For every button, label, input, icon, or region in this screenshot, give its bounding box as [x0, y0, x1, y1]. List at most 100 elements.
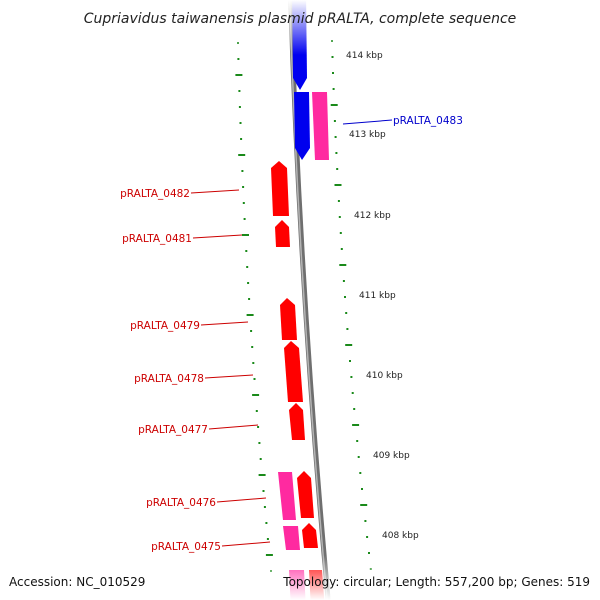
- outer-track-minor-tick: [334, 136, 337, 138]
- outer-track-major-tick: [352, 424, 360, 426]
- outer-track-minor-tick: [336, 168, 339, 170]
- gene-arrow-pralta-0479[interactable]: [280, 298, 297, 340]
- gene-arrow-pralta-0478[interactable]: [284, 341, 303, 402]
- gene-label-pralta-0481[interactable]: pRALTA_0481: [122, 233, 192, 245]
- gene-arrow-pralta-0482[interactable]: [271, 161, 289, 216]
- inner-track-minor-tick: [258, 442, 261, 444]
- inner-track-minor-tick: [247, 282, 250, 284]
- outer-track-minor-tick: [357, 456, 360, 458]
- inner-track-minor-tick: [263, 506, 266, 508]
- tick-label-409: 409 kbp: [373, 451, 410, 461]
- inner-track-major-tick: [258, 474, 266, 476]
- outer-track-minor-tick: [332, 88, 335, 90]
- gene-label-pralta-0476[interactable]: pRALTA_0476: [146, 497, 216, 509]
- tick-label-413: 413 kbp: [349, 130, 386, 140]
- outer-track-minor-tick: [361, 488, 363, 490]
- gene-arrow-pralta-0483-blue[interactable]: [294, 92, 310, 160]
- outer-track-minor-tick: [346, 328, 349, 330]
- inner-track-minor-tick: [246, 266, 249, 268]
- leader-pralta-0477: [208, 424, 259, 430]
- top-fade: [0, 0, 600, 55]
- inner-track-minor-tick: [251, 346, 254, 348]
- inner-track-minor-tick: [265, 522, 268, 524]
- outer-track-major-tick: [334, 184, 342, 186]
- outer-track-minor-tick: [332, 72, 334, 74]
- inner-track-major-tick: [235, 74, 243, 76]
- outer-track-minor-tick: [342, 280, 345, 282]
- outer-track-minor-tick: [339, 232, 342, 234]
- outer-scale-track: 414 kbp 413 kbp 412 kbp 411 kbp 410 kbp …: [330, 40, 419, 570]
- inner-track-minor-tick: [239, 122, 242, 124]
- inner-track-minor-tick: [242, 186, 245, 188]
- accession-text: Accession: NC_010529: [9, 575, 145, 589]
- outer-track-minor-tick: [349, 360, 351, 362]
- leader-pralta-0482: [190, 189, 240, 194]
- plasmid-backbone-highlight: [288, 0, 328, 600]
- gene-arrow-pralta-0476-pink[interactable]: [278, 472, 296, 520]
- gene-arrow-pralta-0475[interactable]: [302, 523, 318, 548]
- outer-track-minor-tick: [351, 392, 354, 394]
- outer-track-major-tick: [345, 344, 353, 346]
- outer-track-minor-tick: [337, 200, 340, 202]
- tick-label-408: 408 kbp: [382, 531, 419, 541]
- inner-track-minor-tick: [253, 378, 256, 380]
- outer-track-minor-tick: [350, 376, 353, 378]
- tick-label-411: 411 kbp: [359, 291, 396, 301]
- outer-track-minor-tick: [359, 472, 362, 474]
- inner-track-major-tick: [242, 234, 249, 236]
- inner-track-minor-tick: [250, 330, 253, 332]
- map-title: Cupriavidus taiwanensis plasmid pRALTA, …: [84, 11, 517, 27]
- gene-label-pralta-0475[interactable]: pRALTA_0475: [151, 541, 221, 553]
- gene-label-pralta-0478[interactable]: pRALTA_0478: [134, 373, 204, 385]
- leader-pralta-0481: [192, 234, 243, 239]
- outer-track-minor-tick: [340, 248, 343, 250]
- tick-label-412: 412 kbp: [354, 211, 391, 221]
- outer-track-minor-tick: [345, 312, 348, 314]
- outer-track-minor-tick: [344, 296, 346, 298]
- tick-label-414: 414 kbp: [346, 51, 383, 61]
- outer-track-minor-tick: [331, 56, 334, 58]
- gene-label-pralta-0483[interactable]: pRALTA_0483: [393, 115, 463, 127]
- outer-track-minor-tick: [368, 552, 370, 554]
- gene-arrow-pralta-0476[interactable]: [297, 471, 314, 518]
- inner-track-minor-tick: [238, 90, 241, 92]
- outer-track-minor-tick: [364, 520, 367, 522]
- gene-label-pralta-0482[interactable]: pRALTA_0482: [120, 188, 190, 200]
- inner-track-major-tick: [246, 314, 254, 316]
- gene-arrow-pralta-0477[interactable]: [289, 403, 305, 440]
- outer-track-major-tick: [330, 104, 338, 106]
- gene-label-pralta-0477[interactable]: pRALTA_0477: [138, 424, 208, 436]
- gene-label-pralta-0479[interactable]: pRALTA_0479: [130, 320, 200, 332]
- gene-arrow-pralta-0483[interactable]: [312, 92, 329, 160]
- leader-pralta-0479: [200, 321, 249, 326]
- inner-track-minor-tick: [248, 298, 251, 300]
- inner-track-minor-tick: [255, 410, 258, 412]
- inner-track-minor-tick: [257, 426, 260, 428]
- inner-track-minor-tick: [266, 538, 269, 540]
- inner-track-minor-tick: [243, 218, 246, 220]
- leader-pralta-0483: [342, 119, 393, 125]
- inner-track-major-tick: [252, 394, 260, 396]
- gene-arrow-pralta-0475-pink[interactable]: [283, 526, 300, 550]
- topology-text: Topology: circular; Length: 557,200 bp; …: [282, 575, 590, 589]
- gene-labels: pRALTA_0483 pRALTA_0482 pRALTA_0481 pRAL…: [120, 115, 463, 553]
- leader-pralta-0475: [221, 541, 271, 547]
- outer-track-major-tick: [339, 264, 347, 266]
- outer-track-minor-tick: [353, 408, 356, 410]
- inner-scale-track: [235, 42, 273, 572]
- bottom-fade: [0, 555, 600, 600]
- outer-track-minor-tick: [335, 152, 338, 154]
- inner-track-minor-tick: [245, 250, 248, 252]
- outer-track-minor-tick: [338, 216, 341, 218]
- gene-label-leaders: [190, 119, 393, 547]
- inner-track-minor-tick: [242, 202, 245, 204]
- gene-arrow-pralta-0481[interactable]: [275, 220, 290, 247]
- inner-track-minor-tick: [237, 58, 240, 60]
- outer-track-major-tick: [360, 504, 368, 506]
- outer-track-minor-tick: [356, 440, 359, 442]
- outer-track-minor-tick: [333, 120, 336, 122]
- inner-track-minor-tick: [262, 490, 265, 492]
- tick-label-410: 410 kbp: [366, 371, 403, 381]
